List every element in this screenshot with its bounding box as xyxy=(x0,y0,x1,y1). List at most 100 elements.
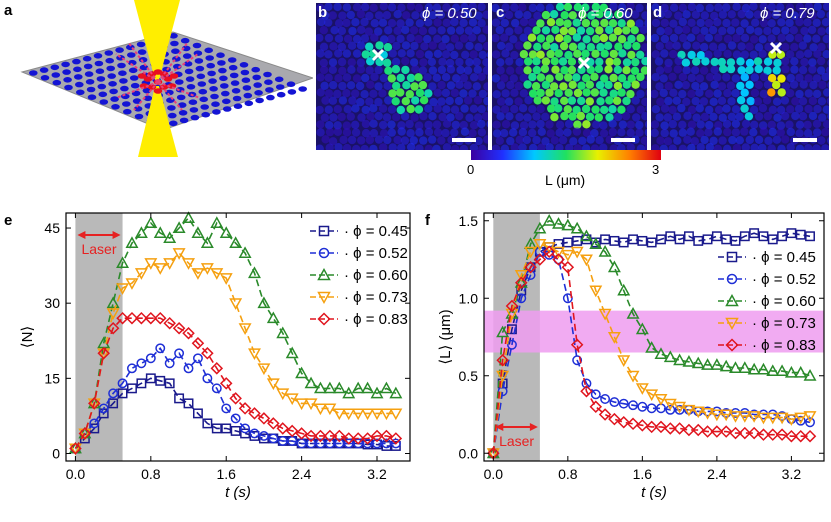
micro-particle xyxy=(710,66,718,74)
micro-particle xyxy=(818,81,826,89)
micro-particle xyxy=(536,89,544,97)
micro-particle xyxy=(470,105,478,113)
x-axis-label: t (s) xyxy=(641,484,667,501)
micro-particle xyxy=(532,112,540,120)
particle-dot xyxy=(64,85,73,91)
micro-particle xyxy=(617,88,625,96)
micro-particle xyxy=(623,81,631,89)
micro-particle xyxy=(520,18,528,26)
micro-particle xyxy=(822,50,829,58)
micro-particle xyxy=(473,58,481,66)
micro-particle xyxy=(523,113,531,121)
x-tick-label: 0.8 xyxy=(141,466,161,482)
micro-particle xyxy=(813,50,821,58)
micro-particle xyxy=(501,89,509,97)
micro-particle xyxy=(706,73,714,81)
micro-particle xyxy=(375,11,383,19)
micro-particle xyxy=(641,43,647,51)
micro-particle xyxy=(679,34,687,42)
micro-particle xyxy=(817,10,825,18)
micro-particle xyxy=(781,112,789,120)
micro-particle xyxy=(670,34,678,42)
data-point xyxy=(183,213,193,222)
micro-particle xyxy=(560,97,568,105)
micro-particle xyxy=(434,128,442,136)
micro-particle xyxy=(610,50,618,58)
excited-particle xyxy=(154,88,163,94)
micro-particle xyxy=(803,34,811,42)
micro-particle xyxy=(564,73,572,81)
micro-particle xyxy=(360,18,368,26)
micro-particle xyxy=(605,26,613,34)
particle-dot xyxy=(265,87,274,93)
micro-particle xyxy=(347,11,355,19)
micro-particle xyxy=(388,3,396,11)
micro-particle xyxy=(704,128,712,136)
micro-particle xyxy=(456,26,464,34)
particle-dot xyxy=(229,65,238,71)
micro-particle xyxy=(366,136,374,144)
micro-particle xyxy=(786,34,794,42)
y-tick-label: 1.5 xyxy=(459,213,479,229)
micro-particle xyxy=(682,10,690,18)
micro-particle xyxy=(701,113,709,121)
particle-dot xyxy=(95,61,104,67)
micro-particle xyxy=(582,105,590,113)
micro-particle xyxy=(500,74,508,82)
particle-dot xyxy=(205,55,214,61)
micro-particle xyxy=(428,58,436,66)
particle-dot xyxy=(210,94,219,100)
micro-particle xyxy=(790,43,798,51)
particle-dot xyxy=(105,50,114,56)
micro-particle xyxy=(682,81,690,89)
micro-particle xyxy=(487,51,488,59)
micro-particle xyxy=(343,128,351,136)
particle-dot xyxy=(228,57,237,63)
micro-particle xyxy=(573,127,581,135)
micro-particle xyxy=(443,143,451,150)
legend-label: · ϕ = 0.60 xyxy=(344,267,408,284)
micro-particle xyxy=(577,42,585,50)
micro-particle xyxy=(518,3,526,11)
micro-particle xyxy=(437,26,445,34)
particle-dot xyxy=(277,92,286,98)
particle-dot xyxy=(195,58,204,64)
micro-particle xyxy=(496,58,504,66)
micro-particle xyxy=(360,90,368,98)
micro-particle xyxy=(375,112,383,120)
micro-particle xyxy=(460,104,468,112)
micro-particle xyxy=(496,137,504,145)
micro-particle xyxy=(347,112,355,120)
micro-particle xyxy=(718,58,726,66)
micro-particle xyxy=(821,128,829,136)
micro-particle xyxy=(745,43,753,51)
micro-particle xyxy=(679,18,687,26)
micro-particle xyxy=(477,3,485,11)
micro-particle xyxy=(715,106,723,114)
micro-particle xyxy=(674,26,682,34)
particle-dot xyxy=(75,82,84,88)
scale-bar xyxy=(452,138,476,142)
micro-particle xyxy=(795,105,803,113)
micro-particle xyxy=(379,104,387,112)
chart-e: 0.0 0.8 1.6 2.4 3.20153045t (s)⟨N⟩· ϕ = 0.45… xyxy=(0,205,418,522)
micro-particle xyxy=(407,3,415,10)
micro-particle xyxy=(808,65,816,73)
micro-particle xyxy=(419,27,427,35)
particle-dot xyxy=(206,63,215,69)
micro-particle xyxy=(464,96,472,104)
particle-dot xyxy=(190,107,199,113)
data-point xyxy=(249,349,259,358)
micro-particle xyxy=(423,35,431,43)
micro-particle xyxy=(590,73,598,81)
micro-particle xyxy=(821,144,829,150)
micro-particle xyxy=(582,35,590,43)
micro-particle xyxy=(505,112,513,120)
micro-particle xyxy=(679,73,687,81)
micro-particle xyxy=(568,66,576,74)
micro-particle xyxy=(528,129,536,137)
micro-particle xyxy=(456,66,464,74)
micro-particle xyxy=(402,81,410,89)
micro-particle xyxy=(772,27,780,35)
micro-particle xyxy=(713,73,721,81)
